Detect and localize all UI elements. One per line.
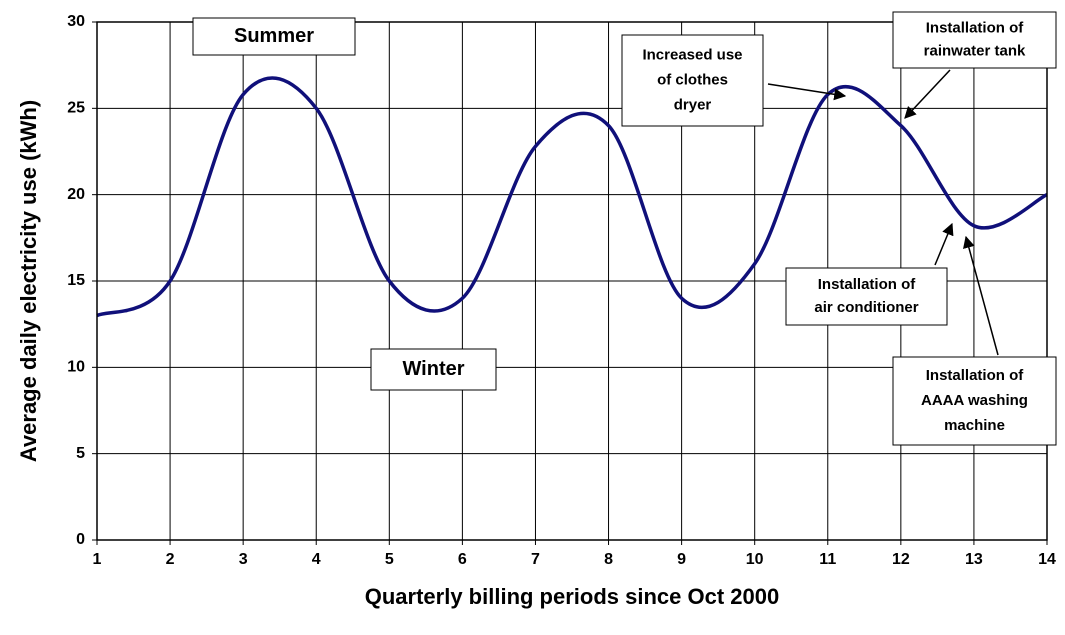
annotation-text: Installation of: [818, 276, 917, 293]
y-tick-label: 15: [67, 272, 85, 289]
annotation-text: dryer: [674, 96, 712, 113]
annotation-text: AAAA washing: [921, 392, 1028, 409]
x-tick-label: 7: [531, 551, 540, 568]
x-tick-label: 13: [965, 551, 983, 568]
x-tick-label: 9: [677, 551, 686, 568]
annotation-text: Installation of: [926, 19, 1025, 36]
y-axis-title: Average daily electricity use (kWh): [16, 100, 41, 462]
annotation-box: [621, 34, 764, 127]
annotation-text: Installation of: [926, 367, 1025, 384]
x-tick-label: 10: [746, 551, 764, 568]
x-tick-label: 4: [312, 551, 321, 568]
annotation-box: [892, 11, 1057, 69]
x-tick-label: 5: [385, 551, 394, 568]
annotation-box: [370, 348, 497, 391]
annotation-text: air conditioner: [814, 299, 918, 316]
x-tick-label: 12: [892, 551, 910, 568]
annotation-arrow: [934, 222, 954, 266]
x-tick-label: 3: [239, 551, 248, 568]
annotation-text: rainwater tank: [924, 42, 1026, 59]
annotation-box: [785, 267, 948, 326]
annotation-arrow: [904, 69, 951, 119]
data-line: [96, 76, 1048, 318]
annotation-box: [192, 17, 356, 56]
x-tick-label: 11: [819, 551, 836, 568]
annotation-box: [892, 356, 1057, 446]
x-tick-label: 6: [458, 551, 467, 568]
annotation-text: Winter: [402, 358, 464, 380]
annotation-text: machine: [944, 417, 1005, 434]
y-tick-label: 25: [67, 100, 85, 117]
annotation-text: of clothes: [657, 71, 728, 88]
annotation-text: Increased use: [642, 46, 742, 63]
x-tick-label: 1: [93, 551, 102, 568]
y-tick-label: 0: [76, 531, 85, 548]
x-tick-label: 14: [1038, 551, 1056, 568]
annotation-arrow: [767, 83, 847, 101]
annotation-text: Summer: [234, 25, 314, 47]
x-tick-label: 8: [604, 551, 613, 568]
y-tick-label: 10: [67, 359, 85, 376]
y-tick-label: 20: [67, 186, 85, 203]
plot-border: [96, 21, 1048, 541]
annotation-arrow: [963, 235, 999, 356]
x-axis-title: Quarterly billing periods since Oct 2000: [365, 584, 779, 609]
y-tick-label: 5: [76, 445, 85, 462]
x-tick-label: 2: [166, 551, 175, 568]
y-tick-label: 30: [67, 13, 85, 30]
